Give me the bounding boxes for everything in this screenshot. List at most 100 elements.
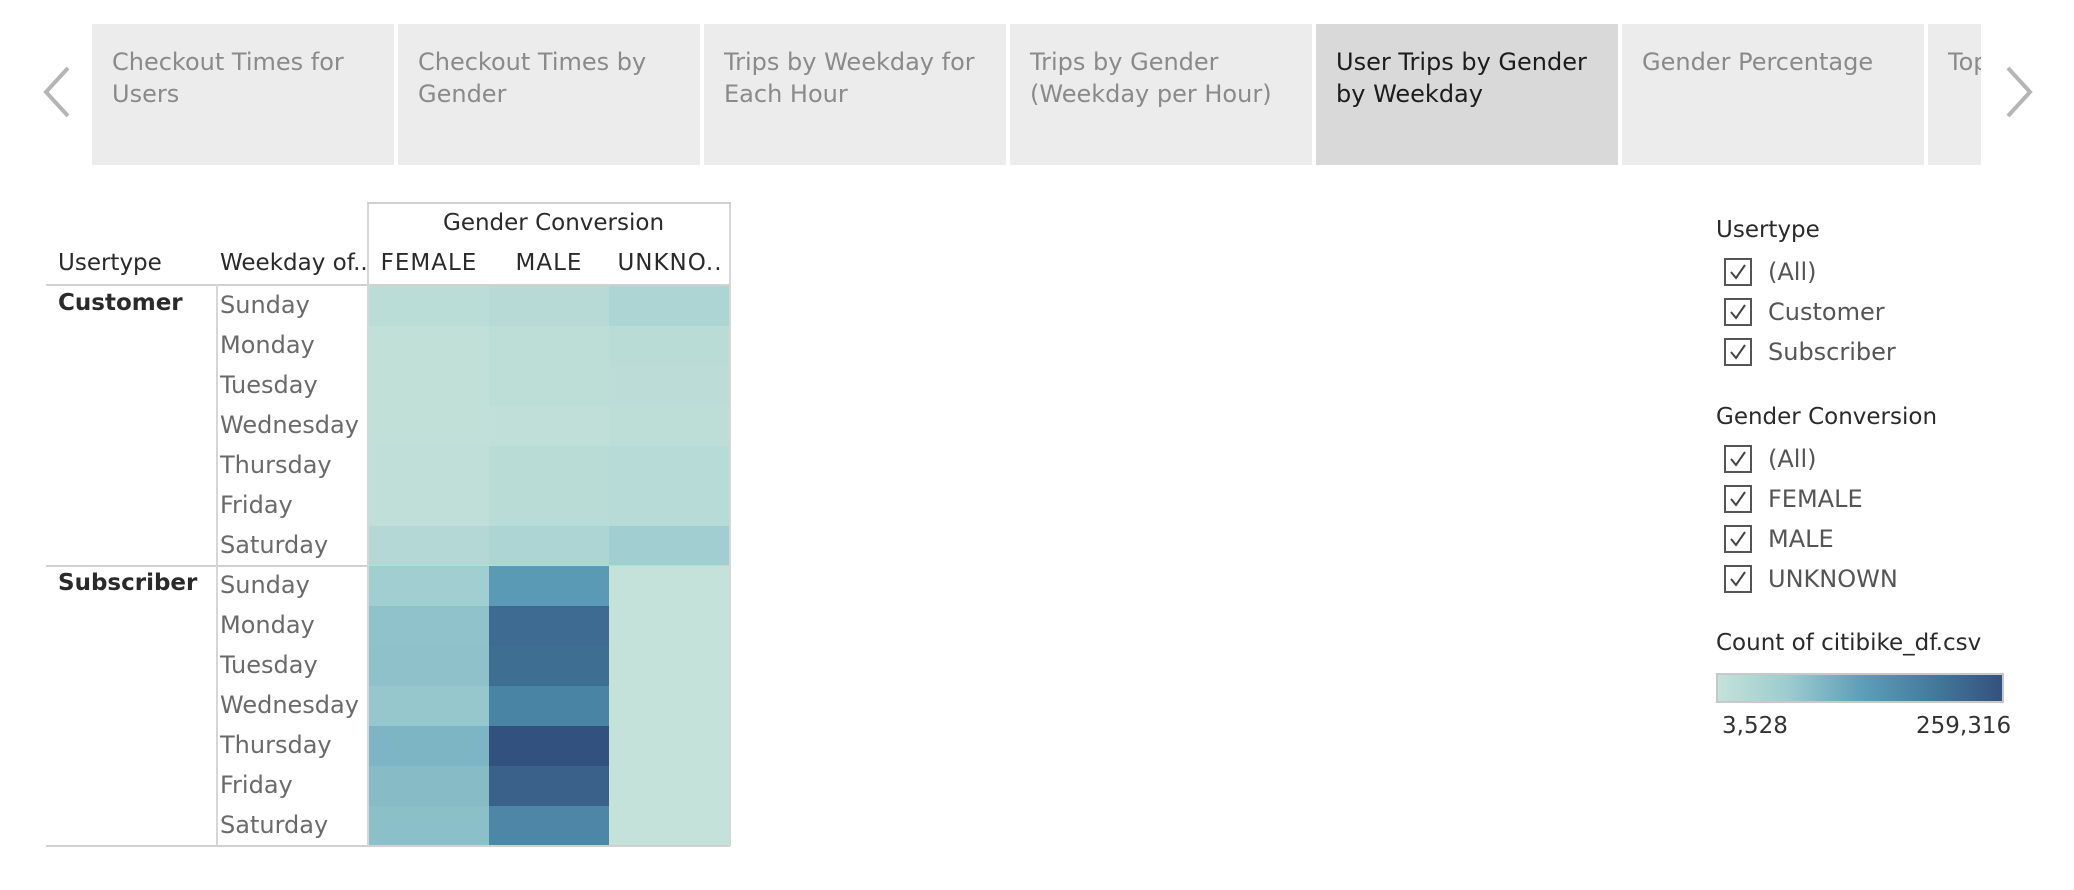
heatmap-cell <box>609 806 729 846</box>
column-header-unknown: UNKNO.. <box>617 250 723 276</box>
gender-filter-option-label: UNKNOWN <box>1768 565 1898 593</box>
tab-trips-gender-weekday-hour[interactable]: Trips by Gender (Weekday per Hour) <box>1010 24 1312 165</box>
usertype-row-label: Subscriber <box>58 570 198 596</box>
heatmap-cell <box>489 606 609 646</box>
checkbox-checked-icon[interactable] <box>1724 485 1752 513</box>
heatmap-cell <box>609 326 729 366</box>
weekday-row-label: Friday <box>220 491 293 519</box>
previous-tabs-arrow-icon[interactable] <box>38 62 78 122</box>
gender-filter-option-label: MALE <box>1768 525 1834 553</box>
gender-filter-option-label: (All) <box>1768 445 1817 473</box>
heatmap-cell <box>609 406 729 446</box>
color-legend-max: 259,316 <box>1916 713 2012 739</box>
heatmap-cell <box>489 726 609 766</box>
heatmap-cell <box>609 366 729 406</box>
checkbox-checked-icon[interactable] <box>1724 258 1752 286</box>
heatmap-cell <box>609 646 729 686</box>
weekday-row-label: Saturday <box>220 531 329 559</box>
heatmap-cell <box>609 606 729 646</box>
dashboard-tab-strip: Checkout Times for Users Checkout Times … <box>0 0 2074 180</box>
usertype-filter-option-label: Subscriber <box>1768 338 1896 366</box>
heatmap-cell <box>369 686 489 726</box>
next-tabs-arrow-icon[interactable] <box>1998 62 2038 122</box>
heatmap-cell <box>369 766 489 806</box>
tab-user-trips-gender-weekday[interactable]: User Trips by Gender by Weekday <box>1316 24 1618 165</box>
tab-list: Checkout Times for Users Checkout Times … <box>92 24 1981 165</box>
weekday-row-label: Wednesday <box>220 411 359 439</box>
usertype-row-label: Customer <box>58 290 183 316</box>
row-header-divider-line <box>216 284 218 846</box>
table-left-border-line <box>367 202 369 846</box>
heatmap-cell <box>489 766 609 806</box>
usertype-filter-option[interactable]: Subscriber <box>1724 338 1984 370</box>
checkbox-checked-icon[interactable] <box>1724 565 1752 593</box>
heatmap-cell <box>489 526 609 566</box>
table-top-border-line <box>367 202 731 204</box>
tab-top[interactable]: Top <box>1928 24 1981 165</box>
checkbox-checked-icon[interactable] <box>1724 525 1752 553</box>
gender-filter-option[interactable]: FEMALE <box>1724 485 1984 517</box>
row-header-weekday: Weekday of.. <box>220 250 368 276</box>
heatmap-cell <box>609 286 729 326</box>
header-divider-line <box>46 284 730 286</box>
weekday-row-label: Tuesday <box>220 371 318 399</box>
color-legend-min: 3,528 <box>1722 713 1788 739</box>
column-header-male: MALE <box>515 250 583 276</box>
table-right-border-line <box>729 202 731 846</box>
checkbox-checked-icon[interactable] <box>1724 338 1752 366</box>
group-divider-line <box>46 845 730 847</box>
tab-gender-percentage[interactable]: Gender Percentage <box>1622 24 1924 165</box>
heatmap-cell <box>369 726 489 766</box>
column-header-female: FEMALE <box>380 250 478 276</box>
weekday-row-label: Sunday <box>220 291 310 319</box>
heatmap-cell <box>609 766 729 806</box>
heatmap-cell <box>369 366 489 406</box>
usertype-filter-option[interactable]: (All) <box>1724 258 1984 290</box>
weekday-row-label: Tuesday <box>220 651 318 679</box>
gender-filter-option-label: FEMALE <box>1768 485 1863 513</box>
heatmap-cell <box>609 486 729 526</box>
heatmap-cell <box>369 326 489 366</box>
heatmap-cell <box>369 606 489 646</box>
tab-checkout-times-gender[interactable]: Checkout Times by Gender <box>398 24 700 165</box>
weekday-row-label: Friday <box>220 771 293 799</box>
heatmap-cell <box>369 646 489 686</box>
heatmap-cell <box>489 686 609 726</box>
checkbox-checked-icon[interactable] <box>1724 445 1752 473</box>
heatmap-cell <box>489 446 609 486</box>
weekday-row-label: Thursday <box>220 451 332 479</box>
heatmap-cell <box>489 486 609 526</box>
heatmap-cell <box>609 566 729 606</box>
column-group-title: Gender Conversion <box>443 210 665 236</box>
gender-filter-option[interactable]: MALE <box>1724 525 1984 557</box>
weekday-row-label: Monday <box>220 331 315 359</box>
weekday-row-label: Saturday <box>220 811 329 839</box>
usertype-filter-title: Usertype <box>1716 217 1820 243</box>
heatmap-cell <box>609 526 729 566</box>
heatmap-cell <box>369 406 489 446</box>
tab-checkout-times-users[interactable]: Checkout Times for Users <box>92 24 394 165</box>
heatmap-cell <box>489 326 609 366</box>
gender-filter-title: Gender Conversion <box>1716 404 1938 430</box>
heatmap-cell <box>489 566 609 606</box>
heatmap-cell <box>489 406 609 446</box>
color-legend-title: Count of citibike_df.csv <box>1716 630 1982 656</box>
heatmap-cell <box>369 286 489 326</box>
tab-trips-weekday-hour[interactable]: Trips by Weekday for Each Hour <box>704 24 1006 165</box>
checkbox-checked-icon[interactable] <box>1724 298 1752 326</box>
usertype-filter-option-label: Customer <box>1768 298 1885 326</box>
heatmap-cell <box>369 486 489 526</box>
heatmap-cell <box>369 446 489 486</box>
heatmap-cell <box>489 286 609 326</box>
heatmap-cell <box>489 646 609 686</box>
heatmap-cell <box>489 366 609 406</box>
heatmap-cell <box>369 566 489 606</box>
heatmap-cell <box>609 686 729 726</box>
gender-filter-option[interactable]: UNKNOWN <box>1724 565 1984 597</box>
row-header-usertype: Usertype <box>58 250 162 276</box>
weekday-row-label: Sunday <box>220 571 310 599</box>
usertype-filter-option[interactable]: Customer <box>1724 298 1984 330</box>
gender-filter-option[interactable]: (All) <box>1724 445 1984 477</box>
weekday-row-label: Thursday <box>220 731 332 759</box>
heatmap-cell <box>369 526 489 566</box>
